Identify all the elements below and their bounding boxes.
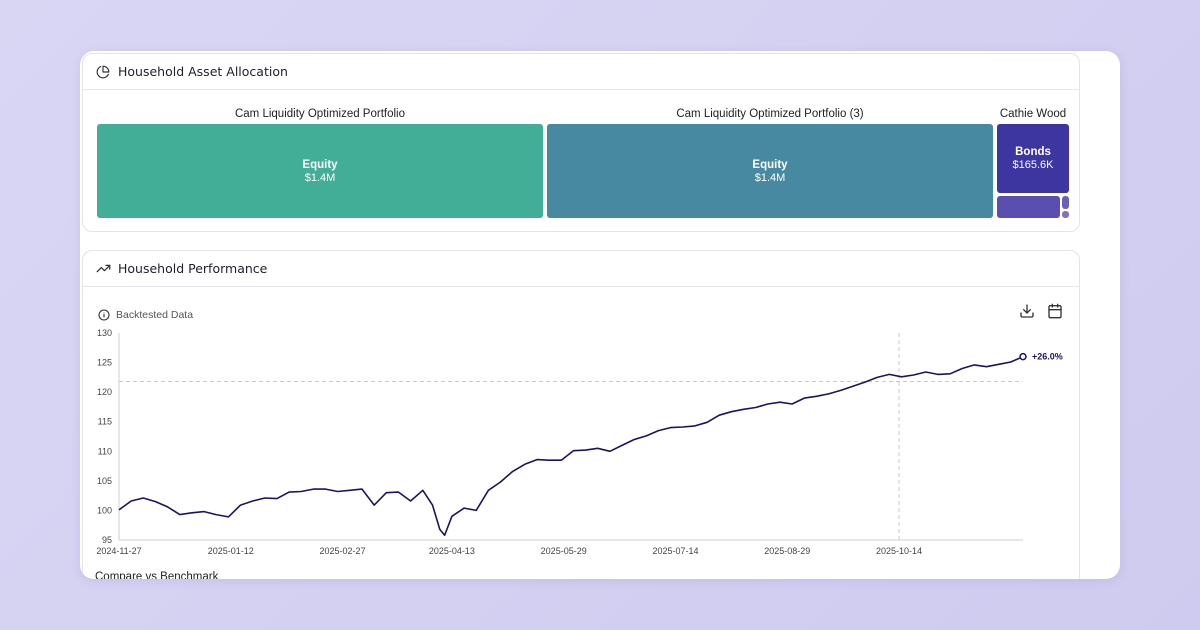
portfolio-title: Cam Liquidity Optimized Portfolio (3) <box>676 108 864 120</box>
performance-card: Household Performance Backtested Data <box>82 250 1080 579</box>
dashboard-window: Household Asset Allocation Cam Liquidity… <box>80 51 1120 579</box>
y-tick-label: 110 <box>98 446 112 456</box>
calendar-icon <box>1047 303 1063 319</box>
y-tick-label: 105 <box>97 476 112 486</box>
asset-allocation-card: Household Asset Allocation Cam Liquidity… <box>82 53 1080 232</box>
tile-value: $165.6K <box>1012 159 1054 171</box>
y-tick-label: 115 <box>98 417 112 427</box>
allocation-tile-other[interactable] <box>997 196 1060 218</box>
allocation-tile-other[interactable] <box>1062 196 1069 209</box>
x-tick-label: 2024-11-27 <box>96 546 141 556</box>
allocation-tile-equity[interactable]: Equity $1.4M <box>97 124 543 218</box>
performance-chart-svg: 95 100 105 110 115 120 125 130 2024-11-27 2025-01… <box>96 328 1063 556</box>
x-tick-label: 2025-07-14 <box>652 546 698 556</box>
compare-benchmark-toggle[interactable]: Compare vs Benchmark <box>95 571 219 579</box>
x-tick-label: 2025-10-14 <box>876 546 922 556</box>
performance-title: Household Performance <box>118 261 268 276</box>
y-tick-label: 100 <box>97 505 112 515</box>
tile-value: $1.4M <box>754 171 786 184</box>
portfolio-title: Cam Liquidity Optimized Portfolio <box>234 108 405 120</box>
x-tick-label: 2025-01-12 <box>208 546 254 556</box>
x-tick-label: 2025-04-13 <box>429 546 475 556</box>
info-icon <box>96 307 112 323</box>
trending-up-icon <box>95 261 111 277</box>
y-tick-label: 125 <box>97 358 112 368</box>
allocation-tile-bonds[interactable]: Bonds $165.6K <box>997 124 1069 193</box>
portfolio-title: Cathie Wood <box>999 108 1067 120</box>
y-tick-label: 120 <box>97 387 112 397</box>
tile-label: Equity <box>302 158 338 171</box>
x-tick-label: 2025-05-29 <box>541 546 587 556</box>
pie-chart-icon <box>95 64 111 80</box>
date-range-button[interactable] <box>1047 303 1065 321</box>
performance-series-line <box>118 355 1024 537</box>
download-icon <box>1019 303 1035 319</box>
y-tick-label: 130 <box>97 328 112 338</box>
tile-value: $1.4M <box>304 171 336 184</box>
asset-allocation-header: Household Asset Allocation <box>83 54 1079 90</box>
tile-label: Bonds <box>1015 146 1051 158</box>
end-point-marker <box>1019 352 1027 361</box>
end-return-label: +26.0% <box>1032 352 1063 362</box>
backtested-label: Backtested Data <box>116 309 194 321</box>
download-button[interactable] <box>1019 303 1037 321</box>
y-tick-label: 95 <box>102 535 112 545</box>
asset-allocation-title: Household Asset Allocation <box>118 64 288 79</box>
allocation-tile-equity[interactable]: Equity $1.4M <box>547 124 993 218</box>
backtested-indicator: Backtested Data <box>96 307 193 323</box>
performance-chart[interactable]: 95 100 105 110 115 120 125 130 2024-11-27 2025-01… <box>83 321 1081 561</box>
tile-label: Equity <box>752 158 788 171</box>
performance-header: Household Performance <box>83 251 1079 287</box>
x-tick-label: 2025-02-27 <box>320 546 366 556</box>
allocation-tile-other[interactable] <box>1062 211 1069 218</box>
x-tick-label: 2025-08-29 <box>764 546 810 556</box>
